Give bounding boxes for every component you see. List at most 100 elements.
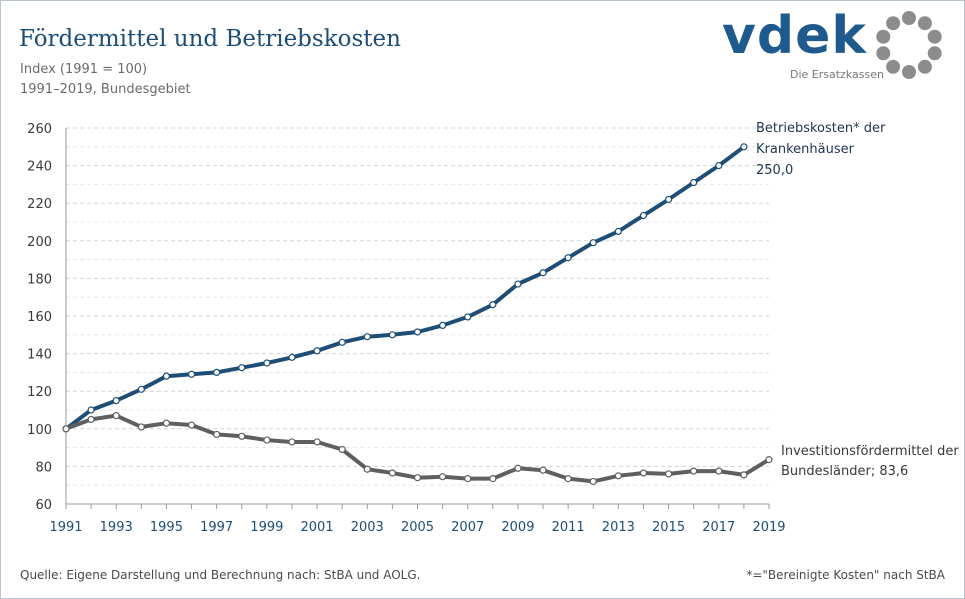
data-point-1-2015	[664, 470, 673, 478]
data-point-1-2012	[589, 477, 597, 486]
data-point-1-2010	[539, 466, 547, 474]
vdek-logo-wordmark: vdek	[722, 6, 867, 66]
data-point-0-2006	[439, 321, 447, 329]
x-tick-label-2015: 2015	[652, 520, 685, 535]
chart-title: Fördermittel und Betriebskosten	[19, 26, 401, 52]
data-point-1-2016	[690, 467, 698, 475]
data-point-0-2009	[514, 280, 522, 288]
logo-ring-dot	[876, 29, 891, 44]
logo-ring-dot	[886, 16, 901, 31]
data-point-1-1996	[187, 421, 196, 429]
line-chart: 60 80 100 120 140 160 180 200 220 240 260 1991 1993 1…	[27, 121, 959, 535]
series-label-betriebskosten-2: 250,0	[756, 163, 793, 178]
data-point-1-1991	[62, 425, 70, 433]
x-tick-label-2011: 2011	[552, 520, 585, 535]
data-point-0-2014	[639, 211, 648, 220]
logo-ring-dot	[876, 46, 891, 61]
data-point-0-1996	[187, 370, 196, 378]
chart-subtitle-index: Index (1991 = 100)	[20, 62, 148, 77]
y-tick-label-100: 100	[27, 423, 52, 438]
data-point-0-2007	[464, 313, 472, 321]
x-tick-label-1993: 1993	[100, 520, 133, 535]
data-point-0-2013	[614, 227, 622, 235]
data-point-0-2016	[690, 178, 698, 187]
logo-ring-dot	[917, 59, 932, 74]
series-label-betriebskosten-1: Krankenhäuser	[756, 142, 855, 157]
data-point-0-2010	[539, 269, 547, 277]
data-point-1-2017	[715, 467, 723, 475]
data-point-0-1999	[263, 359, 271, 367]
x-tick-label-1997: 1997	[200, 520, 233, 535]
data-point-0-1997	[213, 368, 221, 376]
x-tick-label-2017: 2017	[702, 520, 735, 535]
data-point-0-2004	[388, 331, 396, 339]
data-point-1-2002	[338, 445, 346, 454]
data-point-0-2017	[715, 162, 723, 170]
data-point-1-2008	[489, 475, 497, 483]
x-tick-label-2003: 2003	[351, 520, 384, 535]
data-point-1-1997	[213, 430, 221, 439]
data-point-1-2004	[388, 469, 396, 477]
x-tick-label-2013: 2013	[602, 520, 635, 535]
y-tick-label-60: 60	[35, 498, 52, 513]
data-point-1-2009	[514, 464, 522, 472]
y-tick-label-140: 140	[27, 348, 52, 363]
source-note: Quelle: Eigene Darstellung und Berechnun…	[20, 568, 421, 582]
data-point-0-2008	[489, 301, 497, 309]
data-point-1-2011	[564, 475, 572, 483]
data-point-1-2014	[639, 469, 648, 477]
data-point-1-1994	[137, 423, 145, 431]
x-tick-label-2005: 2005	[401, 520, 434, 535]
y-tick-label-160: 160	[27, 310, 52, 325]
y-tick-label-260: 260	[27, 122, 52, 137]
y-tick-label-120: 120	[27, 385, 52, 400]
y-tick-label-80: 80	[35, 460, 52, 475]
data-point-0-2003	[363, 333, 371, 341]
data-point-0-2001	[313, 347, 321, 355]
data-point-0-2011	[564, 254, 572, 262]
data-point-1-1998	[238, 432, 246, 440]
logo-ring-dot	[902, 11, 916, 25]
data-point-0-1998	[238, 364, 246, 372]
data-point-0-2018	[740, 143, 748, 151]
data-point-0-2015	[664, 195, 673, 204]
x-tick-label-1991: 1991	[49, 520, 82, 535]
data-point-1-2006	[439, 473, 447, 481]
data-point-1-2018	[740, 471, 748, 479]
data-point-0-1994	[137, 385, 145, 393]
data-point-1-1999	[263, 436, 271, 444]
vdek-logo-tagline: Die Ersatzkassen	[790, 68, 884, 81]
data-point-1-1995	[162, 419, 171, 427]
series-line-0	[64, 145, 746, 431]
data-point-0-2012	[589, 239, 597, 247]
logo-ring-dot	[927, 29, 942, 44]
series-label-investition-0: Investitionsfördermittel der	[781, 444, 959, 459]
footnote: *="Bereinigte Kosten" nach StBA	[746, 568, 945, 582]
logo-ring-dot	[917, 16, 932, 31]
series-line-1	[65, 413, 771, 484]
data-point-1-2005	[413, 474, 422, 482]
y-tick-label-240: 240	[27, 160, 52, 175]
y-tick-label-200: 200	[27, 235, 52, 250]
data-point-1-2001	[313, 438, 321, 446]
chart-subtitle-range: 1991–2019, Bundesgebiet	[20, 82, 191, 97]
series-label-investition-1: Bundesländer; 83,6	[781, 464, 908, 479]
data-point-1-2000	[288, 438, 296, 446]
data-point-0-2002	[338, 338, 346, 346]
logo-ring-dot	[886, 59, 901, 74]
x-tick-label-2019: 2019	[752, 520, 785, 535]
data-point-1-1992	[87, 415, 95, 423]
data-point-1-1993	[112, 412, 120, 420]
x-tick-label-2007: 2007	[451, 520, 484, 535]
y-tick-label-220: 220	[27, 197, 52, 212]
x-tick-label-1999: 1999	[250, 520, 283, 535]
data-point-0-2005	[413, 328, 422, 336]
data-point-0-1993	[112, 397, 120, 405]
logo-ring-dot	[902, 65, 916, 79]
data-point-1-2013	[614, 472, 622, 480]
data-point-0-2000	[288, 353, 296, 361]
x-tick-label-2009: 2009	[501, 520, 534, 535]
series-label-betriebskosten-0: Betriebskosten* der	[756, 121, 886, 136]
data-point-0-1992	[87, 406, 95, 414]
